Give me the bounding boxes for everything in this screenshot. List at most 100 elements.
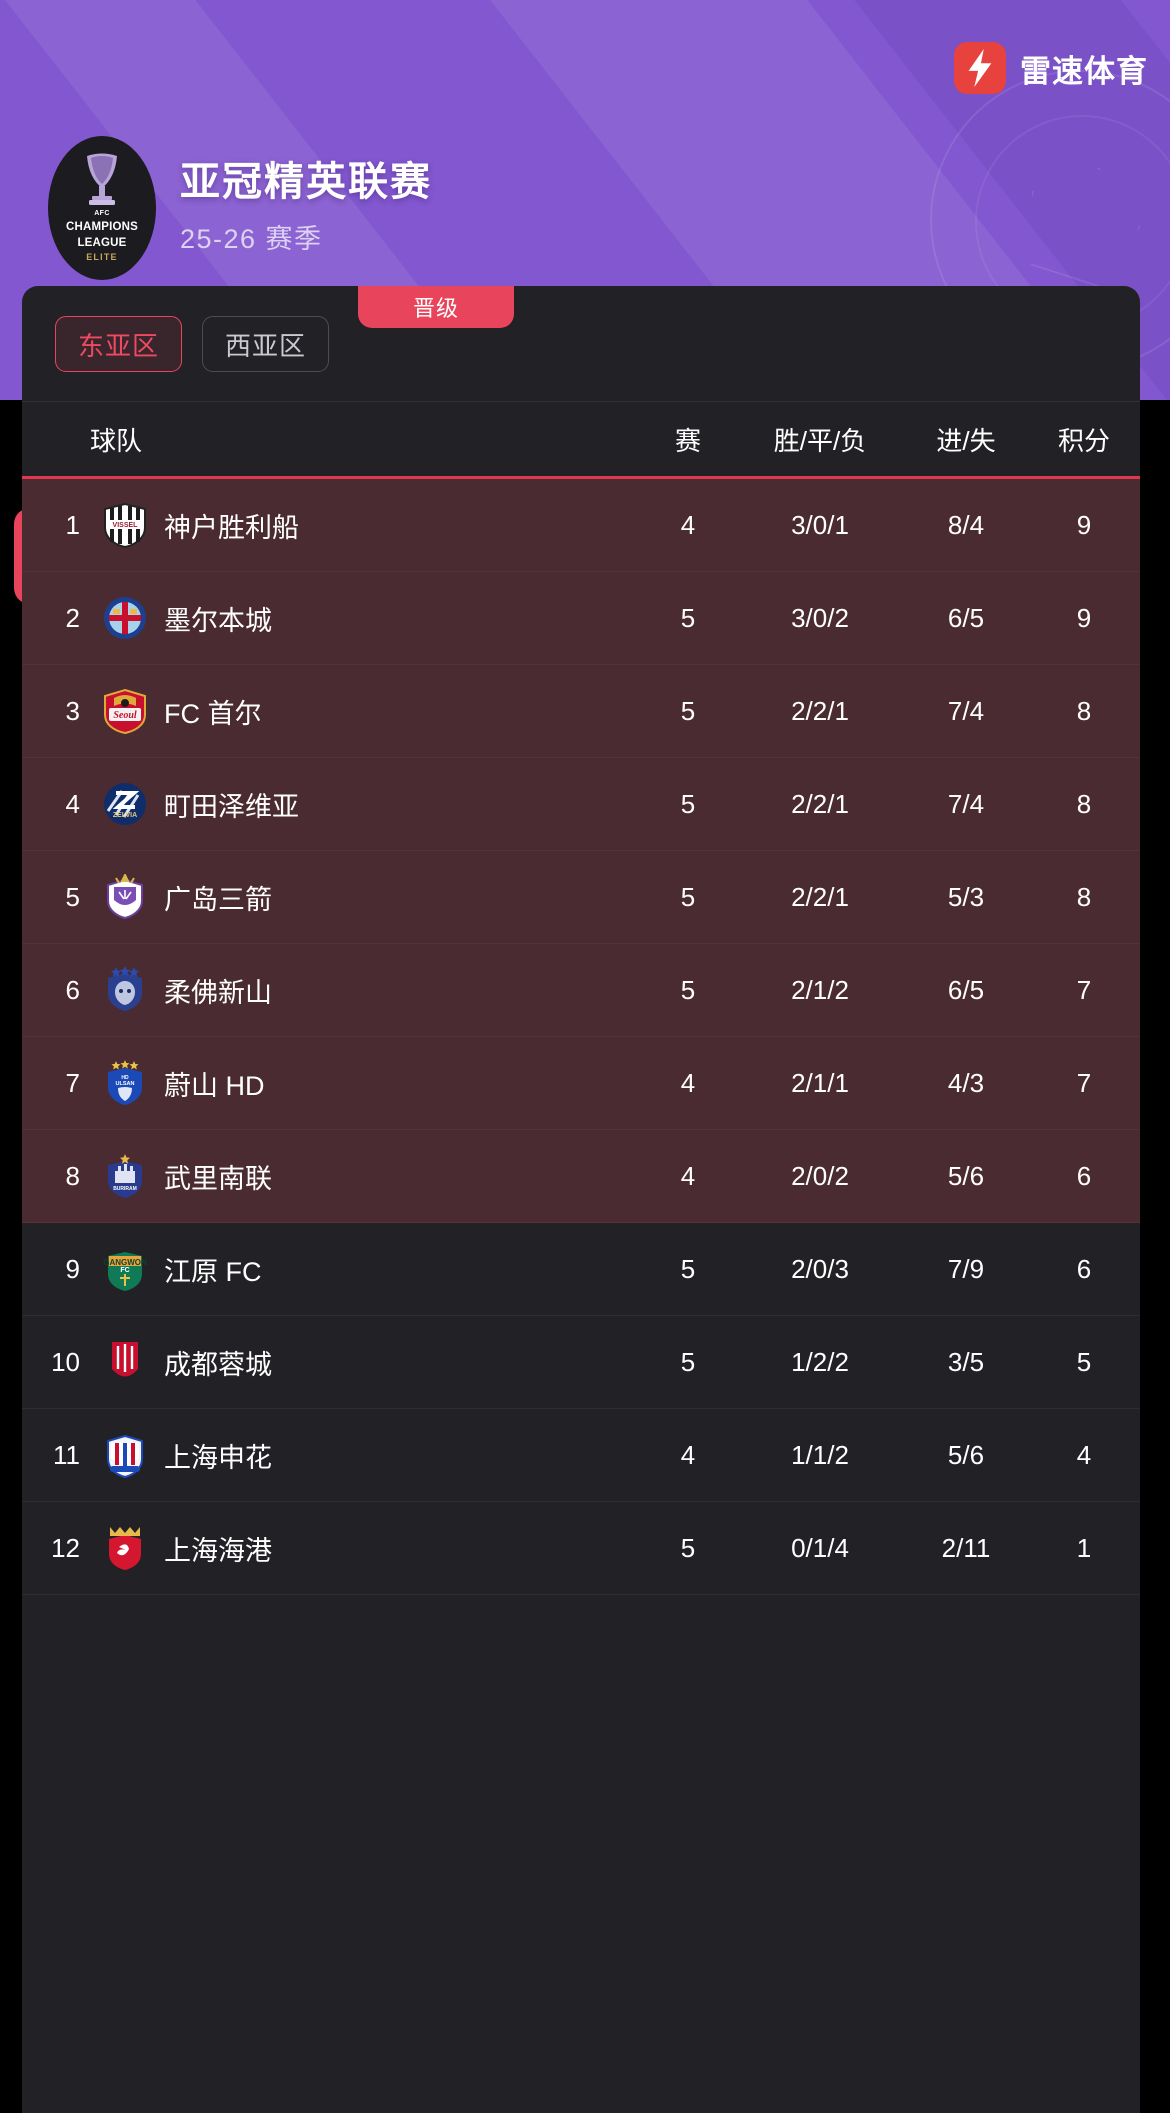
row-wdl: 2/1/1 xyxy=(791,1067,849,1098)
row-team-name: 蔚山 HD xyxy=(164,1070,265,1101)
table-row[interactable]: 3 Seoul FC 首尔 5 2/2/1 7/4 8 xyxy=(22,665,1140,758)
row-played: 4 xyxy=(680,509,696,540)
row-played: 4 xyxy=(680,1439,696,1470)
row-points: 5 xyxy=(1076,1346,1092,1377)
row-goals: 7/9 xyxy=(947,1253,985,1284)
row-points: 6 xyxy=(1076,1160,1092,1191)
row-team: BURIRAM 武里南联 xyxy=(80,1153,640,1199)
row-wdl: 3/0/1 xyxy=(791,509,849,540)
row-played: 4 xyxy=(680,1160,696,1191)
league-title: 亚冠精英联赛 xyxy=(180,159,432,204)
row-goals: 2/11 xyxy=(941,1532,991,1563)
row-wdl: 2/2/1 xyxy=(791,788,849,819)
machida-zelvia-crest-icon: ZELVIA xyxy=(104,783,146,825)
table-row[interactable]: 12 上海海港 5 0/1/4 2/11 1 xyxy=(22,1502,1140,1595)
row-team-name: FC 首尔 xyxy=(164,698,262,729)
fc-seoul-crest-icon: Seoul xyxy=(104,688,146,734)
row-points: 1 xyxy=(1076,1532,1092,1563)
table-row[interactable]: 7 HD ULSAN 蔚山 HD 4 2/1/1 4/3 7 xyxy=(22,1037,1140,1130)
row-wdl: 2/0/2 xyxy=(791,1160,849,1191)
header-wdl: 胜/平/负 xyxy=(773,425,867,456)
table-row[interactable]: 8 BURIRAM 武里南联 4 2/0/2 5/6 6 xyxy=(22,1130,1140,1223)
row-wdl: 0/1/4 xyxy=(791,1532,849,1563)
row-team: 上海申花 xyxy=(80,1432,640,1478)
table-row[interactable]: 10 成都蓉城 5 1/2/2 3/5 5 xyxy=(22,1316,1140,1409)
row-points: 8 xyxy=(1076,695,1092,726)
lightning-bolt-icon xyxy=(954,42,1006,94)
table-row[interactable]: 1 VISSEL 神户胜利船 4 3/0/1 8/4 9 xyxy=(22,479,1140,572)
table-row[interactable]: 5 广岛三箭 5 2/2/1 5/3 8 xyxy=(22,851,1140,944)
row-goals: 8/4 xyxy=(947,509,985,540)
row-played: 5 xyxy=(680,1253,696,1284)
league-header: AFC CHAMPIONS LEAGUE ELITE 亚冠精英联赛 25-26 … xyxy=(48,136,432,280)
chengdu-rongcheng-crest-icon xyxy=(112,1342,138,1377)
row-rank: 3 xyxy=(65,695,80,726)
row-team-name: 江原 FC xyxy=(164,1256,262,1287)
melbourne-city-crest-icon xyxy=(104,597,146,639)
table-row[interactable]: 2 墨尔本城 5 3/0/2 6/5 9 xyxy=(22,572,1140,665)
table-row[interactable]: 6 柔佛新山 5 2/1/2 6/5 7 xyxy=(22,944,1140,1037)
row-team: VISSEL 神户胜利船 xyxy=(80,502,640,548)
svg-text:BURIRAM: BURIRAM xyxy=(113,1186,137,1192)
tab-west-asia[interactable]: 西亚区 xyxy=(202,316,330,372)
row-rank: 2 xyxy=(65,602,80,633)
row-points: 8 xyxy=(1076,788,1092,819)
row-team: GANGWON FC 江原 FC xyxy=(80,1246,640,1292)
row-goals: 4/3 xyxy=(947,1067,985,1098)
buriram-united-crest-icon: BURIRAM xyxy=(108,1154,142,1198)
row-goals: 7/4 xyxy=(947,788,985,819)
crest-line-elite: ELITE xyxy=(86,252,118,263)
crest-line-champions: CHAMPIONS xyxy=(65,220,139,233)
row-wdl: 2/0/3 xyxy=(791,1253,849,1284)
row-rank: 8 xyxy=(65,1160,80,1191)
row-goals: 5/6 xyxy=(947,1439,985,1470)
row-team: 墨尔本城 xyxy=(80,595,640,641)
row-team: 成都蓉城 xyxy=(80,1339,640,1385)
row-wdl: 2/2/1 xyxy=(791,695,849,726)
crest-line-afc: AFC xyxy=(94,210,110,218)
row-team-name: 上海海港 xyxy=(164,1535,272,1566)
row-played: 5 xyxy=(680,602,696,633)
header-played: 赛 xyxy=(674,425,701,456)
row-team: 广岛三箭 xyxy=(80,874,640,920)
row-played: 4 xyxy=(680,1067,696,1098)
header-points: 积分 xyxy=(1057,425,1110,456)
row-team: 柔佛新山 xyxy=(80,967,640,1013)
row-rank: 11 xyxy=(53,1439,80,1470)
table-row[interactable]: 11 上海申花 4 1/1/2 5/6 4 xyxy=(22,1409,1140,1502)
row-team: HD ULSAN 蔚山 HD xyxy=(80,1060,640,1106)
region-tabs: 东亚区 西亚区 xyxy=(22,286,1140,372)
shanghai-shenhua-crest-icon xyxy=(107,1434,143,1478)
standings-card: 东亚区 西亚区 球队 赛 胜/平/负 进/失 积分 晋级 1 VISSEL 神户胜利… xyxy=(22,286,1140,2113)
row-points: 9 xyxy=(1076,509,1092,540)
vissel-kobe-crest-icon: VISSEL xyxy=(104,502,146,548)
row-goals: 3/5 xyxy=(947,1346,985,1377)
row-team-name: 武里南联 xyxy=(164,1163,272,1194)
brand-name: 雷速体育 xyxy=(1020,53,1148,89)
row-played: 5 xyxy=(680,1532,696,1563)
brand-logo: 雷速体育 xyxy=(954,42,1148,94)
table-row[interactable]: 4 ZELVIA 町田泽维亚 5 2/2/1 7/4 8 xyxy=(22,758,1140,851)
row-team: 上海海港 xyxy=(80,1525,640,1571)
row-rank: 7 xyxy=(65,1067,80,1098)
promotion-badge: 晋级 xyxy=(358,286,514,328)
row-team: Seoul FC 首尔 xyxy=(80,688,640,734)
row-rank: 6 xyxy=(65,974,80,1005)
row-rank: 10 xyxy=(51,1346,80,1377)
row-goals: 6/5 xyxy=(947,602,985,633)
tab-east-asia[interactable]: 东亚区 xyxy=(55,316,183,372)
shanghai-port-crest-icon xyxy=(109,1527,141,1570)
table-row[interactable]: 9 GANGWON FC 江原 FC 5 2/0/3 7/9 6 xyxy=(22,1223,1140,1316)
row-goals: 6/5 xyxy=(947,974,985,1005)
row-rank: 9 xyxy=(65,1253,80,1284)
sanfrecce-hiroshima-crest-icon xyxy=(107,874,143,920)
row-rank: 1 xyxy=(65,509,80,540)
row-team-name: 町田泽维亚 xyxy=(164,791,299,822)
row-played: 5 xyxy=(680,695,696,726)
afc-champions-league-elite-crest-icon: AFC CHAMPIONS LEAGUE ELITE xyxy=(48,136,156,280)
svg-text:FC: FC xyxy=(120,1267,129,1274)
svg-text:ZELVIA: ZELVIA xyxy=(113,812,137,819)
row-team-name: 神户胜利船 xyxy=(164,512,299,543)
row-points: 7 xyxy=(1076,974,1092,1005)
